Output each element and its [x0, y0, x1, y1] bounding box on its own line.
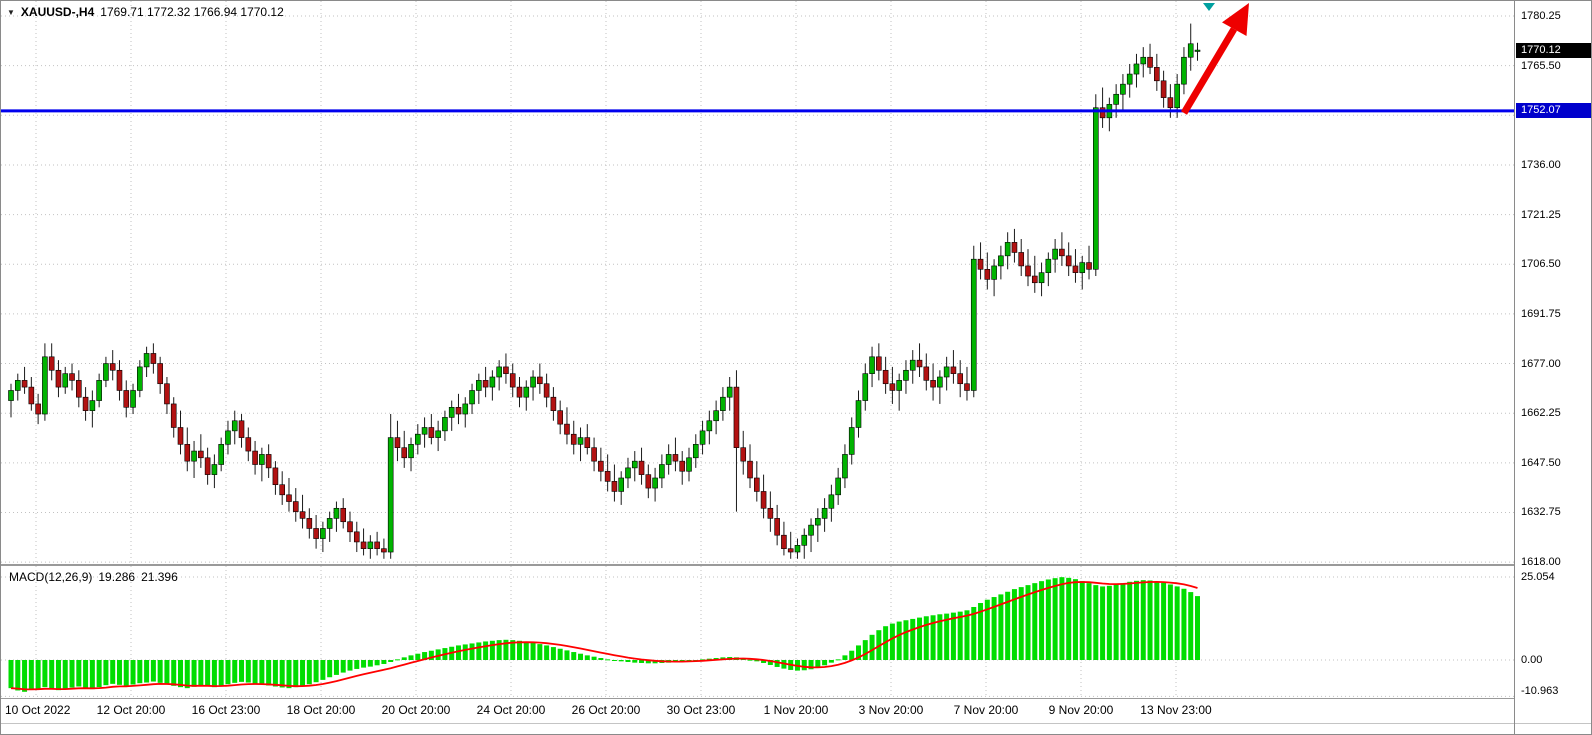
macd-title: MACD(12,26,9)	[9, 570, 93, 584]
price-tick-label: 1647.50	[1521, 456, 1561, 469]
chart-title-bar: ▼ XAUUSD-,H4 1769.71 1772.32 1766.94 177…	[7, 5, 284, 19]
macd-signal-value: 21.396	[141, 570, 178, 584]
price-tick-label: 1721.25	[1521, 208, 1561, 221]
macd-tick-label: 0.00	[1521, 654, 1543, 666]
time-tick-label: 26 Oct 20:00	[571, 703, 641, 717]
macd-tick-label: -10.963	[1521, 685, 1559, 697]
macd-indicator-label: MACD(12,26,9) 19.286 21.396	[9, 570, 178, 584]
panel-separator[interactable]	[1, 564, 1591, 566]
macd-signal-line	[10, 580, 1198, 691]
price-tick-label: 1632.75	[1521, 506, 1561, 519]
price-axis-separator	[1514, 1, 1515, 734]
time-tick-label: 30 Oct 23:00	[666, 703, 736, 717]
trend-arrow[interactable]	[1180, 3, 1249, 115]
time-tick-label: 13 Nov 23:00	[1140, 703, 1212, 717]
macd-histogram	[8, 577, 1200, 692]
time-tick-label: 16 Oct 23:00	[191, 703, 261, 717]
price-tick-label: 1662.25	[1521, 407, 1561, 420]
price-tick-label: 1736.00	[1521, 158, 1561, 171]
hline-price-badge: 1752.07	[1516, 103, 1591, 118]
price-tick-label: 1677.00	[1521, 357, 1561, 370]
time-tick-label: 1 Nov 20:00	[763, 703, 829, 717]
time-tick-label: 7 Nov 20:00	[953, 703, 1019, 717]
macd-indicator-chart[interactable]	[1, 566, 1514, 698]
candles	[8, 23, 1201, 559]
time-tick-label: 18 Oct 20:00	[286, 703, 356, 717]
candlestick-chart[interactable]	[1, 1, 1514, 564]
price-tick-label: 1618.00	[1521, 556, 1561, 569]
time-tick-label: 10 Oct 2022	[5, 703, 71, 717]
price-axis[interactable]: 1770.12 1752.07 1780.25 1765.50 1736.00 172…	[1515, 1, 1591, 723]
price-tick-label: 1706.50	[1521, 258, 1561, 271]
time-axis[interactable]: 10 Oct 2022 12 Oct 20:00 16 Oct 23:00 18 Oc…	[1, 699, 1514, 723]
object-anchor-icon[interactable]	[1203, 3, 1215, 11]
time-axis-separator	[1, 698, 1591, 699]
symbol-timeframe-label: XAUUSD-,H4	[20, 5, 95, 19]
macd-tick-label: 25.054	[1521, 570, 1555, 583]
time-tick-label: 20 Oct 20:00	[381, 703, 451, 717]
time-tick-label: 9 Nov 20:00	[1048, 703, 1114, 717]
time-tick-label: 24 Oct 20:00	[476, 703, 546, 717]
bottom-frame-line	[1, 723, 1591, 724]
ohlc-readout: 1769.71 1772.32 1766.94 1770.12	[100, 5, 284, 19]
time-tick-label: 3 Nov 20:00	[858, 703, 924, 717]
current-price-badge: 1770.12	[1516, 43, 1591, 58]
price-tick-label: 1780.25	[1521, 10, 1561, 22]
price-tick-label: 1765.50	[1521, 59, 1561, 72]
symbol-dropdown-icon[interactable]: ▼	[7, 7, 15, 17]
price-tick-label: 1691.75	[1521, 307, 1561, 320]
macd-value: 19.286	[98, 570, 136, 584]
time-tick-label: 12 Oct 20:00	[96, 703, 166, 717]
